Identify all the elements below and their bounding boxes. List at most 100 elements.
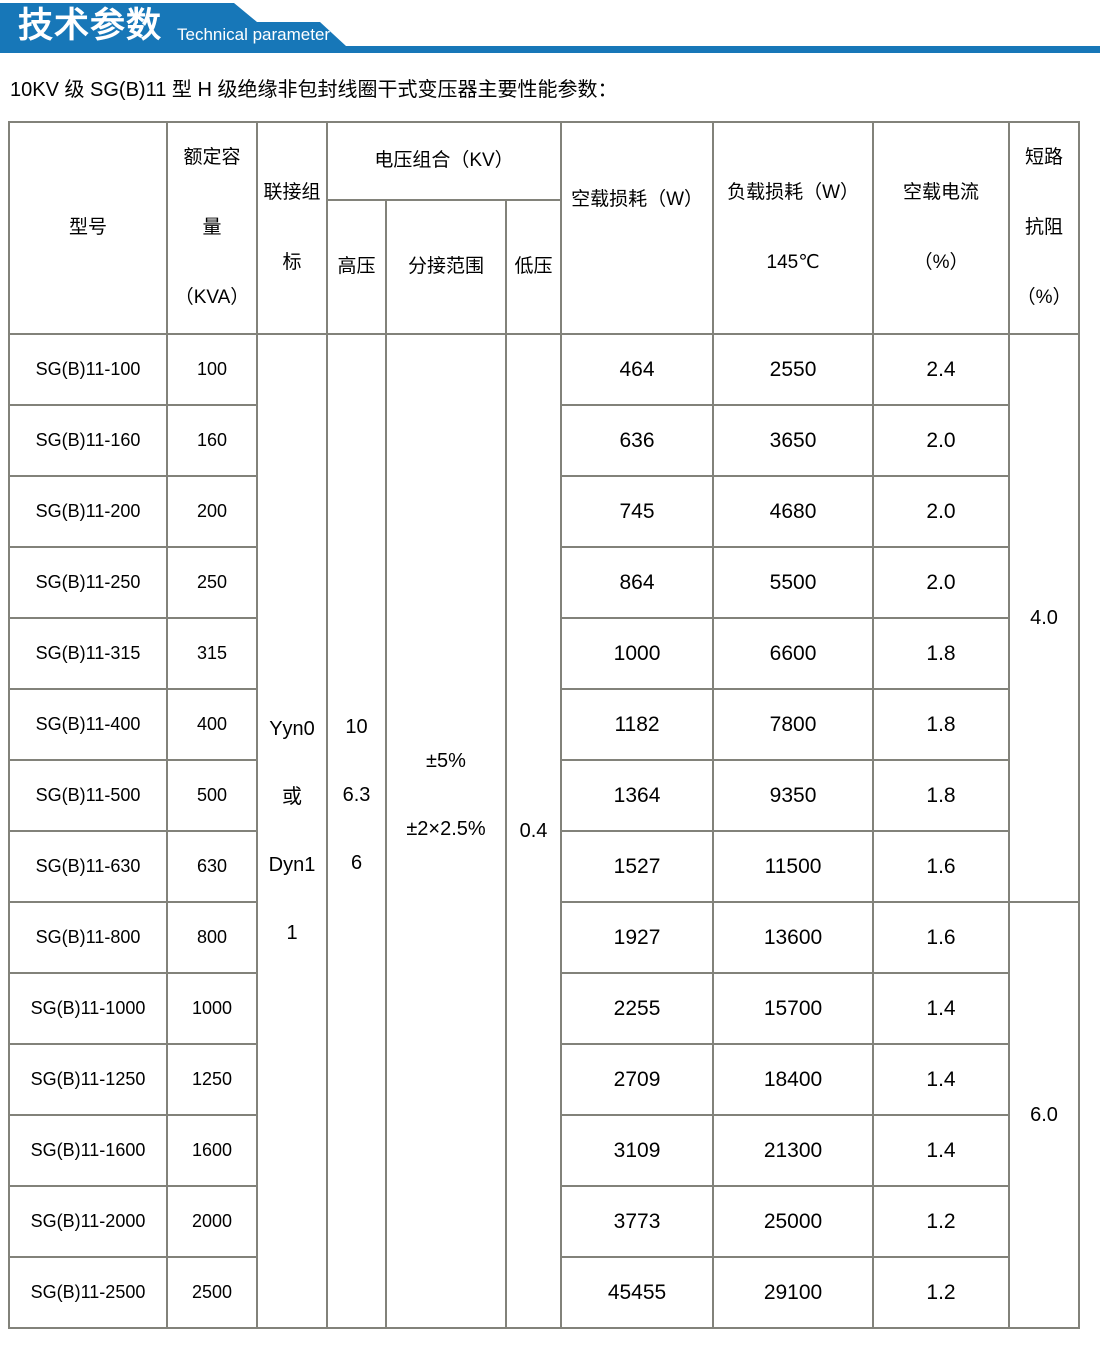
cell-no-load-current: 2.4	[872, 333, 1011, 406]
cell-load-loss: 3650	[712, 404, 875, 477]
cell-capacity: 160	[166, 404, 258, 477]
cell-load-loss: 25000	[712, 1185, 875, 1258]
cell-load-loss: 29100	[712, 1256, 875, 1329]
cell-no-load-loss: 1000	[560, 617, 715, 690]
cell-model: SG(B)11-315	[8, 617, 168, 690]
cell-hv-voltage: 10 6.3 6	[326, 333, 387, 1329]
header-row-1: 型号 额定容 量 （KVA） 联接组 标 电压组合（KV） 空载损耗（W） 负载…	[8, 120, 1081, 335]
table-row: SG(B)11-250 250 864 5500 2.0	[8, 546, 1079, 619]
table-row: SG(B)11-200 200 745 4680 2.0	[8, 475, 1079, 548]
cell-no-load-loss: 2709	[560, 1043, 715, 1116]
cell-no-load-loss: 3773	[560, 1185, 715, 1258]
banner-title-en: Technical parameter	[177, 25, 331, 44]
section-banner: 技术参数 Technical parameter	[0, 3, 1100, 53]
table-row: SG(B)11-800 800 1927 13600 1.6 6.0	[8, 901, 1081, 1329]
cell-no-load-loss: 1927	[560, 901, 715, 974]
intro-text: 10KV 级 SG(B)11 型 H 级绝缘非包封线圈干式变压器主要性能参数：	[10, 79, 618, 101]
cell-model: SG(B)11-2500	[8, 1256, 168, 1329]
parameters-table: 型号 额定容 量 （KVA） 联接组 标 电压组合（KV） 空载损耗（W） 负载…	[8, 120, 1081, 1329]
header-tap-range: 分接范围	[385, 199, 507, 335]
cell-load-loss: 21300	[712, 1114, 875, 1187]
cell-load-loss: 15700	[712, 972, 875, 1045]
cell-load-loss: 6600	[712, 617, 875, 690]
cell-connection-group: Yyn0 或 Dyn1 1	[256, 333, 328, 1329]
table-row: SG(B)11-1250 1250 2709 18400 1.4	[8, 1043, 1079, 1116]
cell-capacity: 250	[166, 546, 258, 619]
cell-load-loss: 4680	[712, 475, 875, 548]
cell-capacity: 2000	[166, 1185, 258, 1258]
cell-load-loss: 5500	[712, 546, 875, 619]
table-row: SG(B)11-2500 2500 45455 29100 1.2	[8, 1256, 1079, 1329]
header-model: 型号	[8, 121, 168, 335]
cell-model: SG(B)11-1600	[8, 1114, 168, 1187]
cell-no-load-loss: 45455	[560, 1256, 715, 1329]
cell-lv-voltage: 0.4	[504, 333, 563, 1329]
banner-title-cn: 技术参数	[18, 6, 163, 45]
table-row: SG(B)11-500 500 1364 9350 1.8	[8, 759, 1079, 832]
cell-no-load-loss: 3109	[560, 1114, 715, 1187]
table-row: SG(B)11-630 630 1527 11500 1.6	[8, 830, 1079, 903]
table-row: SG(B)11-100 100 Yyn0 或 Dyn1 1 10 6.3 6 ±…	[8, 333, 1081, 1329]
cell-no-load-current: 1.6	[872, 901, 1011, 974]
header-row-2: 高压 分接范围 低压	[9, 199, 1079, 335]
cell-model: SG(B)11-250	[8, 546, 168, 619]
cell-load-loss: 7800	[712, 688, 875, 761]
cell-capacity: 100	[166, 333, 258, 406]
cell-model: SG(B)11-160	[8, 404, 168, 477]
cell-no-load-loss: 745	[560, 475, 715, 548]
cell-impedance-top: 4.0	[1008, 333, 1081, 903]
table-row: SG(B)11-160 160 636 3650 2.0	[8, 404, 1079, 477]
cell-model: SG(B)11-1000	[8, 972, 168, 1045]
header-lv: 低压	[504, 199, 563, 335]
cell-no-load-current: 1.6	[872, 830, 1011, 903]
table-row: SG(B)11-400 400 1182 7800 1.8	[8, 688, 1079, 761]
cell-no-load-loss: 1364	[560, 759, 715, 832]
cell-capacity: 1000	[166, 972, 258, 1045]
cell-capacity: 800	[166, 901, 258, 974]
cell-capacity: 1600	[166, 1114, 258, 1187]
cell-no-load-current: 1.4	[872, 972, 1011, 1045]
cell-tap-range: ±5% ±2×2.5%	[385, 333, 507, 1329]
cell-capacity: 2500	[166, 1256, 258, 1329]
header-connection-group: 联接组 标	[256, 121, 328, 335]
cell-load-loss: 2550	[712, 333, 875, 406]
table-row: SG(B)11-1000 1000 2255 15700 1.4	[8, 972, 1079, 1045]
cell-load-loss: 9350	[712, 759, 875, 832]
cell-no-load-current: 1.8	[872, 688, 1011, 761]
cell-model: SG(B)11-630	[8, 830, 168, 903]
header-no-load-loss: 空载损耗（W）	[560, 121, 715, 335]
cell-no-load-loss: 864	[560, 546, 715, 619]
cell-no-load-loss: 464	[560, 333, 715, 406]
cell-capacity: 400	[166, 688, 258, 761]
cell-load-loss: 18400	[712, 1043, 875, 1116]
cell-load-loss: 13600	[712, 901, 875, 974]
header-load-loss: 负载损耗（W） 145℃	[712, 121, 875, 335]
cell-capacity: 500	[166, 759, 258, 832]
header-voltage-combo: 电压组合（KV）	[325, 120, 563, 202]
cell-load-loss: 11500	[712, 830, 875, 903]
cell-capacity: 200	[166, 475, 258, 548]
cell-no-load-current: 1.8	[872, 617, 1011, 690]
table-row: SG(B)11-1600 1600 3109 21300 1.4	[8, 1114, 1079, 1187]
cell-no-load-current: 1.4	[872, 1114, 1011, 1187]
header-short-circuit-impedance: 短路 抗阻 （%）	[1008, 121, 1081, 335]
cell-no-load-current: 1.2	[872, 1185, 1011, 1258]
header-hv: 高压	[326, 199, 387, 335]
header-no-load-current: 空载电流 （%）	[872, 121, 1011, 335]
header-capacity: 额定容 量 （KVA）	[166, 121, 258, 335]
cell-no-load-current: 2.0	[872, 546, 1011, 619]
cell-no-load-current: 1.8	[872, 759, 1011, 832]
cell-no-load-current: 1.4	[872, 1043, 1011, 1116]
cell-no-load-loss: 1182	[560, 688, 715, 761]
cell-model: SG(B)11-800	[8, 901, 168, 974]
cell-capacity: 1250	[166, 1043, 258, 1116]
cell-impedance-bottom: 6.0	[1008, 901, 1081, 1329]
cell-model: SG(B)11-100	[8, 333, 168, 406]
table-row: SG(B)11-315 315 1000 6600 1.8	[8, 617, 1079, 690]
cell-capacity: 630	[166, 830, 258, 903]
cell-no-load-loss: 2255	[560, 972, 715, 1045]
cell-capacity: 315	[166, 617, 258, 690]
cell-no-load-loss: 1527	[560, 830, 715, 903]
table-row: SG(B)11-2000 2000 3773 25000 1.2	[8, 1185, 1079, 1258]
cell-no-load-loss: 636	[560, 404, 715, 477]
